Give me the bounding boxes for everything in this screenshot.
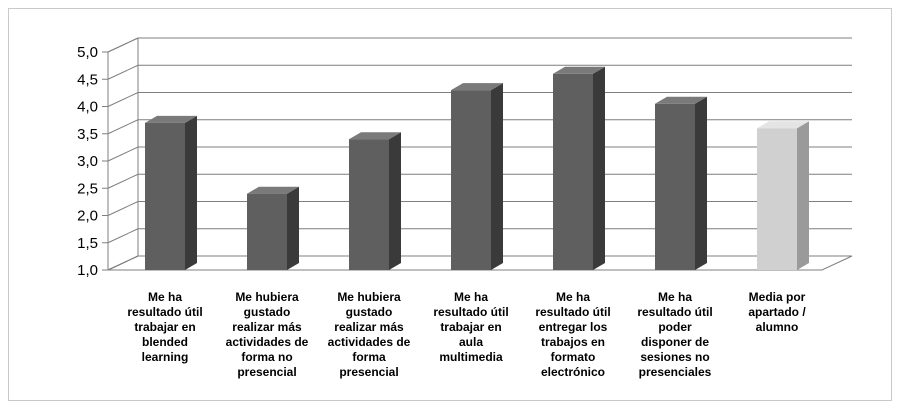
- bar-side: [593, 66, 605, 270]
- bar: [145, 122, 185, 270]
- bar-side: [185, 115, 197, 270]
- gridline-depth: [107, 92, 139, 107]
- gridline-depth: [107, 64, 139, 80]
- bar-top: [451, 83, 503, 91]
- bar-top: [655, 96, 707, 104]
- y-tick-label: 1,5: [77, 235, 98, 252]
- x-tick-label: Me ha resultado útil trabajar en aula mu…: [433, 290, 509, 364]
- x-tick-label: Me ha resultado útil poder disponer de s…: [637, 290, 713, 379]
- bar-side: [287, 186, 299, 270]
- y-tick-label: 2,5: [77, 180, 98, 197]
- y-tick-label: 5,0: [77, 44, 98, 61]
- bar-side: [491, 83, 503, 271]
- bar: [349, 139, 389, 270]
- y-tick-label: 3,5: [77, 126, 98, 143]
- gridline-depth: [107, 201, 139, 216]
- bar: [757, 128, 797, 270]
- bar-top: [757, 121, 809, 129]
- bar-top: [349, 132, 401, 140]
- bar-top: [145, 115, 197, 123]
- y-tick-label: 1,0: [77, 262, 98, 279]
- bar-side: [695, 96, 707, 271]
- y-tick-label: 2,0: [77, 208, 98, 225]
- y-tick-label: 4,0: [77, 99, 98, 116]
- bar-side: [389, 132, 401, 270]
- bar: [451, 90, 491, 271]
- x-tick-label: Me hubiera gustado realizar más activida…: [225, 290, 309, 379]
- x-tick-label: Me hubiera gustado realizar más activida…: [327, 290, 411, 379]
- x-tick-label: Media por apartado / alumno: [748, 290, 806, 334]
- bar-top: [553, 66, 605, 74]
- bar-side: [797, 121, 809, 270]
- y-tick-label: 3,0: [77, 153, 98, 170]
- x-tick-label: Me ha resultado útil entregar los trabaj…: [535, 290, 611, 379]
- gridline-depth: [107, 119, 139, 135]
- bar: [655, 103, 695, 271]
- x-tick-label: Me ha resultado útil trabajar en blended…: [127, 290, 203, 364]
- gridline-depth: [107, 37, 139, 53]
- bar-top: [247, 186, 299, 194]
- y-tick-label: 4,5: [77, 71, 98, 88]
- gridline-depth: [107, 173, 139, 189]
- bar: [553, 73, 593, 270]
- gridline-depth: [107, 228, 139, 244]
- bar: [247, 193, 287, 270]
- gridline-depth: [107, 146, 139, 162]
